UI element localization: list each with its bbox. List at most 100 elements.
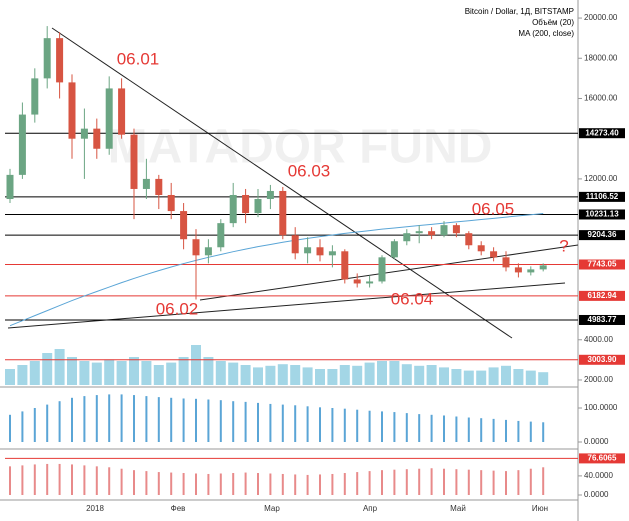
candle-body	[204, 247, 212, 256]
volume-bar	[228, 362, 239, 385]
candle-body	[167, 194, 175, 212]
candle-body	[56, 38, 64, 83]
osc-bar	[133, 395, 135, 442]
trend-line	[199, 244, 579, 301]
candle-body	[192, 239, 200, 256]
osc-bar	[9, 466, 11, 495]
osc-bar	[244, 472, 247, 495]
candle-body	[6, 174, 14, 200]
osc-bar	[21, 465, 24, 495]
osc-bar	[9, 414, 11, 442]
osc-bar	[195, 398, 197, 442]
annotation: 06.04	[391, 289, 434, 308]
volume-bar	[451, 369, 462, 385]
osc-bar	[58, 401, 61, 442]
volume-bar	[525, 370, 536, 385]
annotation: 06.02	[156, 299, 199, 318]
osc-bar	[207, 473, 210, 495]
level-label-box	[579, 354, 625, 365]
level-label: 7743.05	[588, 260, 617, 269]
osc-bar	[232, 401, 235, 442]
osc-bar	[331, 408, 334, 442]
y-tick-label: 16000.00	[584, 94, 618, 103]
volume-bar	[253, 367, 263, 385]
osc-bar	[269, 473, 272, 495]
level-label-box	[579, 453, 625, 464]
trend-line	[51, 27, 513, 339]
osc-bar	[368, 471, 371, 495]
osc-bar	[182, 473, 185, 495]
candle-body	[43, 38, 51, 79]
osc-bar	[517, 470, 520, 495]
osc-bar	[443, 468, 445, 495]
level-label: 14273.40	[585, 128, 619, 137]
osc-bar	[356, 472, 359, 495]
osc-bar	[467, 469, 470, 495]
osc-bar	[480, 418, 483, 442]
candle-body	[465, 233, 473, 246]
candle-body	[378, 257, 386, 282]
osc-bar	[33, 464, 36, 495]
osc-bar	[343, 473, 346, 495]
osc-bar	[145, 396, 148, 442]
osc-bar	[319, 407, 321, 442]
osc-bar	[195, 473, 197, 495]
y-tick-label: 4000.00	[584, 335, 613, 344]
osc-bar	[170, 397, 173, 442]
volume-bar	[439, 367, 449, 385]
volume-bar	[153, 365, 164, 385]
volume-bar	[377, 361, 387, 385]
candle-body	[403, 233, 411, 242]
study-label: MA (200, close)	[518, 29, 574, 38]
osc-bar	[157, 472, 160, 495]
candle-body	[254, 199, 262, 214]
osc-bar	[505, 419, 507, 442]
osc-bar	[480, 470, 483, 495]
volume-bar	[414, 365, 425, 385]
volume-bar	[327, 369, 338, 385]
osc-bar	[430, 468, 433, 495]
level-label-box	[579, 128, 625, 139]
candle-body	[291, 235, 299, 254]
annotation: 06.03	[288, 161, 331, 180]
osc-bar	[58, 463, 61, 495]
volume-bar	[426, 365, 437, 385]
volume-bar	[42, 353, 53, 385]
osc-bar	[517, 420, 520, 442]
volume-bar	[401, 364, 412, 385]
level-label: 4983.77	[588, 315, 617, 324]
osc-bar	[393, 469, 396, 495]
x-tick-label: Мар	[264, 504, 280, 513]
candle-body	[31, 78, 39, 115]
volume-bar	[339, 365, 350, 385]
osc-bar	[405, 469, 408, 495]
osc-bar	[46, 404, 49, 442]
volume-bar	[29, 361, 40, 385]
osc-bar	[71, 464, 73, 495]
volume-bar	[129, 357, 139, 385]
candle-body	[514, 267, 522, 273]
level-label-box	[579, 314, 625, 325]
osc-bar	[182, 398, 185, 442]
osc-bar	[505, 471, 507, 495]
volume-bar	[513, 369, 524, 385]
osc-bar	[455, 469, 458, 495]
level-label-box	[579, 290, 625, 301]
osc-bar	[219, 473, 222, 495]
osc-bar	[319, 474, 321, 495]
trend-line	[7, 282, 566, 329]
osc-bar	[368, 410, 371, 442]
candle-body	[80, 128, 88, 139]
y-tick-label: 100.0000	[584, 403, 618, 412]
candle-body	[490, 251, 498, 258]
candle-body	[229, 194, 237, 224]
osc-bar	[430, 414, 433, 442]
level-label: 3003.90	[588, 355, 617, 364]
osc-bar	[343, 408, 346, 442]
osc-bar	[157, 397, 160, 442]
level-label-box	[579, 259, 625, 270]
volume-bar	[141, 361, 152, 385]
candle-body	[353, 279, 361, 284]
